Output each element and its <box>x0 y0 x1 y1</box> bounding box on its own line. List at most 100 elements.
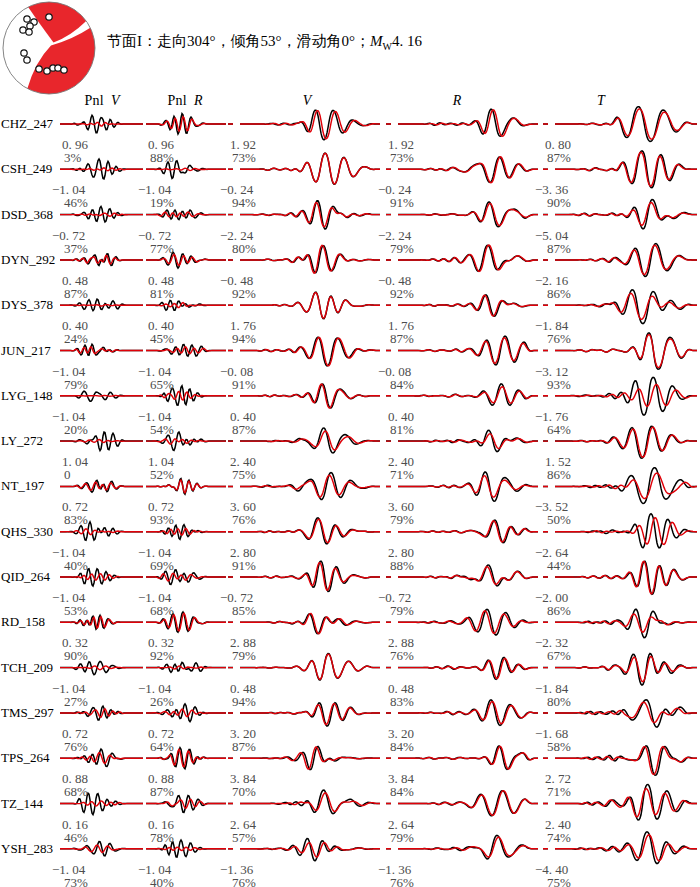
fit-percent-value: 86% <box>547 287 571 300</box>
time-shift-value: 0. 48 <box>230 682 256 695</box>
fit-percent-value: 64% <box>547 423 571 436</box>
time-shift-value: 3. 20 <box>388 727 414 740</box>
time-shift-value: −0. 08 <box>220 365 253 378</box>
synthetic-waveform <box>60 255 143 264</box>
fit-percent-value: 71% <box>547 785 571 798</box>
trace-TCH_209-pnlv <box>60 661 143 674</box>
fit-percent-value: 71% <box>390 468 414 481</box>
time-shift-value: −1. 36 <box>378 863 411 876</box>
fit-percent-value: 81% <box>390 423 414 436</box>
synthetic-waveform <box>60 305 143 306</box>
fit-percent-value: 94% <box>232 332 256 345</box>
fit-percent-value: 46% <box>64 831 88 844</box>
fit-percent-value: 94% <box>232 196 256 209</box>
fit-percent-value: 26% <box>150 695 174 708</box>
time-shift-value: 0. 48 <box>62 274 88 287</box>
station-label: QHS_330 <box>1 524 53 540</box>
fit-percent-value: 79% <box>390 242 414 255</box>
time-shift-value: 0. 16 <box>148 818 174 831</box>
station-label: NT_197 <box>1 478 44 494</box>
fit-percent-value: 50% <box>547 513 571 526</box>
fit-percent-value: 90% <box>547 196 571 209</box>
time-shift-value: −3. 12 <box>535 365 568 378</box>
trace-JUN_217-pnlr <box>146 345 226 357</box>
synthetic-waveform <box>146 666 226 669</box>
synthetic-waveform <box>60 574 143 580</box>
fit-percent-value: 68% <box>150 604 174 617</box>
fit-percent-value: 64% <box>150 740 174 753</box>
fit-percent-value: 83% <box>390 695 414 708</box>
synthetic-waveform <box>146 847 226 850</box>
fit-percent-value: 0 <box>64 468 71 481</box>
fit-percent-value: 92% <box>150 649 174 662</box>
fit-percent-value: 27% <box>64 695 88 708</box>
fit-percent-value: 58% <box>547 740 571 753</box>
time-shift-value: 3. 20 <box>230 727 256 740</box>
time-shift-value: 2. 80 <box>230 546 256 559</box>
figure-root: 节面I：走向304°，倾角53°，滑动角0°；MW4. 16 Pnl VPnl … <box>0 0 700 887</box>
fit-percent-value: 75% <box>232 468 256 481</box>
time-shift-value: −1. 04 <box>52 410 85 423</box>
time-shift-value: −0. 48 <box>378 274 411 287</box>
fit-percent-value: 84% <box>390 785 414 798</box>
time-shift-value: −1. 04 <box>52 863 85 876</box>
fit-percent-value: 79% <box>390 513 414 526</box>
time-shift-value: −1. 76 <box>535 410 568 423</box>
trace-TCH_209-pnlr <box>146 662 226 672</box>
fit-percent-value: 76% <box>390 649 414 662</box>
synthetic-waveform <box>146 168 226 170</box>
fit-percent-value: 91% <box>232 378 256 391</box>
station-label: YSH_283 <box>1 841 53 857</box>
fit-percent-value: 40% <box>150 876 174 887</box>
fit-percent-value: 79% <box>390 831 414 844</box>
trace-CHZ_247-pnlv <box>60 115 143 132</box>
synthetic-waveform <box>60 440 143 443</box>
time-shift-value: −1. 04 <box>138 546 171 559</box>
time-shift-value: −1. 84 <box>535 682 568 695</box>
station-label: DYS_378 <box>1 297 53 313</box>
trace-DYN_292-pnlv <box>60 254 143 266</box>
station-label: TMS_297 <box>1 705 54 721</box>
time-shift-value: −0. 72 <box>138 229 171 242</box>
fit-percent-value: 68% <box>64 785 88 798</box>
fit-percent-value: 44% <box>547 559 571 572</box>
fit-percent-value: 94% <box>232 695 256 708</box>
time-shift-value: −1. 04 <box>138 365 171 378</box>
station-label: JUN_217 <box>1 343 51 359</box>
synthetic-waveform <box>60 801 143 806</box>
fit-percent-value: 79% <box>64 378 88 391</box>
fit-percent-value: 76% <box>390 876 414 887</box>
fit-percent-value: 76% <box>232 513 256 526</box>
fit-percent-value: 74% <box>547 831 571 844</box>
fit-percent-value: 80% <box>547 695 571 708</box>
fit-percent-value: 53% <box>64 604 88 617</box>
time-shift-value: 2. 40 <box>545 818 571 831</box>
time-shift-value: −1. 68 <box>535 727 568 740</box>
time-shift-value: −0. 72 <box>52 229 85 242</box>
fit-percent-value: 87% <box>232 423 256 436</box>
station-label: CSH_249 <box>1 161 52 177</box>
fit-percent-value: 92% <box>232 287 256 300</box>
time-shift-value: 2. 80 <box>388 546 414 559</box>
fit-percent-value: 65% <box>150 378 174 391</box>
station-label: TCH_209 <box>1 660 53 676</box>
fit-percent-value: 54% <box>150 423 174 436</box>
fit-percent-value: 87% <box>232 740 256 753</box>
time-shift-value: −1. 04 <box>138 682 171 695</box>
fit-percent-value: 91% <box>232 559 256 572</box>
station-label: TPS_264 <box>1 750 49 766</box>
synthetic-waveform <box>60 529 143 535</box>
fit-percent-value: 57% <box>232 831 256 844</box>
synthetic-waveform <box>146 392 226 401</box>
fit-percent-value: 67% <box>547 649 571 662</box>
fit-percent-value: 87% <box>547 151 571 164</box>
fit-percent-value: 84% <box>390 740 414 753</box>
fit-percent-value: 19% <box>150 196 174 209</box>
time-shift-value: −4. 40 <box>535 863 568 876</box>
trace-CHZ_247-r <box>386 109 538 136</box>
fit-percent-value: 84% <box>390 378 414 391</box>
trace-CHZ_247-v <box>228 110 380 140</box>
station-label: DSD_368 <box>1 207 53 223</box>
fit-percent-value: 40% <box>64 559 88 572</box>
fit-percent-value: 85% <box>232 604 256 617</box>
